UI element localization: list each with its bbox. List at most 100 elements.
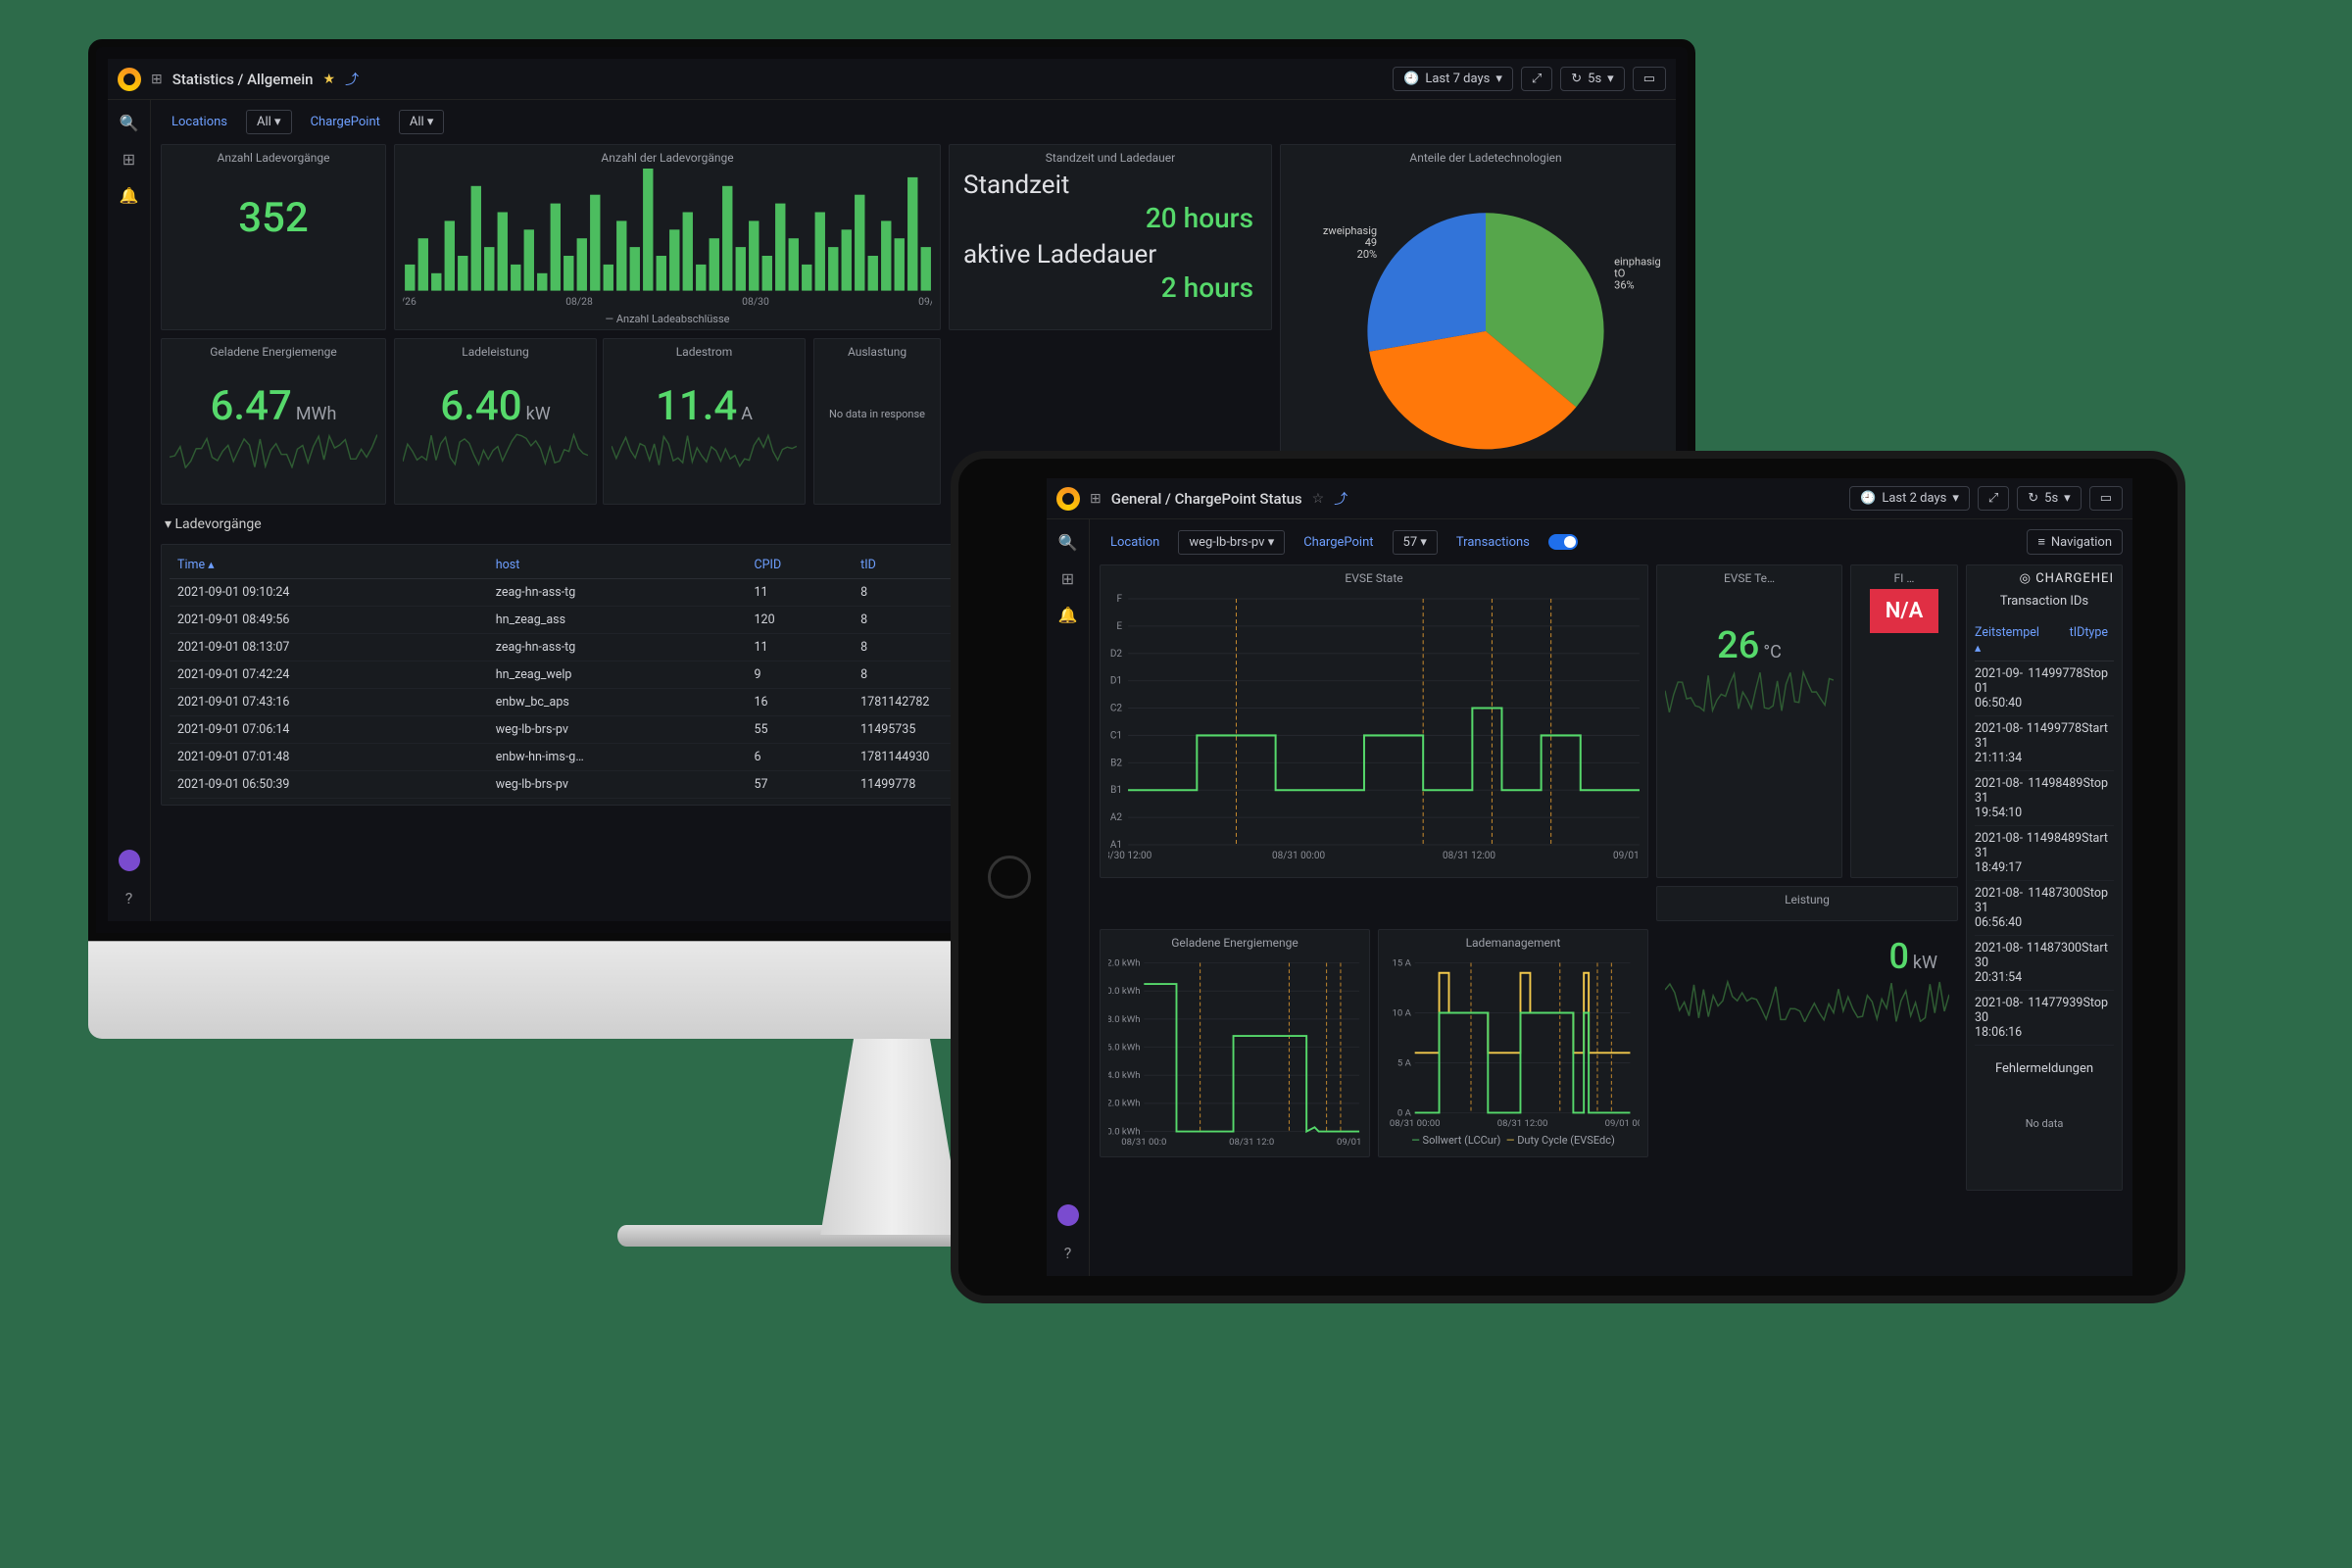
- chart-energy: 0.0 kWh 2.0 kWh 4.0 kWh 6.0 kWh 8.0 kWh 10.0 …: [1108, 954, 1361, 1151]
- fi-badge: N/A: [1870, 589, 1939, 633]
- search-icon[interactable]: 🔍: [120, 114, 139, 132]
- svg-text:09/01 00:0: 09/01 00:0: [1337, 1137, 1361, 1148]
- legend-mgmt: — Sollwert (LCCur) — Duty Cycle (EVSEdc): [1387, 1134, 1640, 1147]
- panel-fi: FI … N/A: [1850, 564, 1958, 878]
- avatar[interactable]: [1057, 1204, 1079, 1226]
- panel-leistung: Leistung 0kW: [1656, 886, 1958, 921]
- alert-icon[interactable]: 🔔: [1058, 606, 1078, 624]
- table-row[interactable]: 2021-08-30 20:31:5411487300Start: [1975, 936, 2114, 991]
- svg-text:09/01 00:00: 09/01 00:00: [1605, 1118, 1640, 1129]
- spark-energy: [170, 430, 377, 468]
- svg-text:08/31 00:00: 08/31 00:00: [1272, 851, 1325, 861]
- panel-standzeit: Standzeit und Ladedauer Standzeit 20 hou…: [949, 144, 1272, 330]
- svg-text:20%: 20%: [1357, 248, 1378, 261]
- svg-text:09/01 00:00: 09/01 00:00: [1613, 851, 1640, 861]
- svg-text:E: E: [1116, 621, 1122, 632]
- svg-text:A1: A1: [1110, 840, 1122, 851]
- svg-text:08/31 12:0: 08/31 12:0: [1229, 1137, 1274, 1148]
- help-icon[interactable]: ?: [1064, 1244, 1072, 1262]
- panel-temp: EVSE Te… 26°C: [1656, 564, 1842, 878]
- dashboards-icon[interactable]: ⊞: [1061, 569, 1074, 588]
- svg-text:einphasig: einphasig: [1614, 256, 1661, 269]
- filter-cp[interactable]: 57 ▾: [1393, 530, 1438, 555]
- svg-text:49: 49: [1365, 236, 1377, 249]
- svg-text:08/30: 08/30: [742, 295, 769, 308]
- table-row[interactable]: 2021-08-31 19:54:1011498489Stop: [1975, 771, 2114, 826]
- svg-text:B2: B2: [1110, 758, 1122, 768]
- svg-text:09/01: 09/01: [918, 295, 932, 308]
- svg-text:8.0 kWh: 8.0 kWh: [1108, 1014, 1140, 1025]
- timerange-picker[interactable]: 🕘 Last 2 days ▾: [1849, 486, 1970, 511]
- svg-text:0 A: 0 A: [1397, 1107, 1412, 1118]
- svg-text:B1: B1: [1110, 785, 1122, 796]
- filter-locations[interactable]: All ▾: [246, 110, 292, 134]
- filter-cp[interactable]: All ▾: [399, 110, 445, 134]
- star-icon[interactable]: ★: [323, 72, 336, 87]
- nav-toggle[interactable]: ≡ Navigation: [2027, 529, 2123, 555]
- table-header[interactable]: Time ▴: [170, 551, 488, 579]
- breadcrumb[interactable]: General / ChargePoint Status: [1111, 490, 1302, 508]
- zoom-out-icon[interactable]: ⤢: [1521, 67, 1552, 91]
- svg-text:8/30 12:00: 8/30 12:00: [1108, 851, 1152, 861]
- svg-text:0.0 kWh: 0.0 kWh: [1108, 1126, 1140, 1137]
- svg-text:08/26: 08/26: [403, 295, 416, 308]
- dashboards-icon[interactable]: ⊞: [122, 150, 135, 169]
- tv-icon[interactable]: ▭: [2089, 486, 2123, 511]
- spark-power: [403, 430, 588, 467]
- filter-location[interactable]: weg-lb-brs-pv ▾: [1178, 530, 1285, 555]
- apps-icon[interactable]: ⊞: [151, 72, 163, 87]
- tablet-home-button[interactable]: [988, 856, 1031, 899]
- grafana-logo: [118, 68, 141, 91]
- panel-power: Ladeleistung 6.40kW: [394, 338, 597, 505]
- spark-power: [1665, 977, 1949, 1022]
- table-header[interactable]: host: [488, 551, 747, 579]
- chart-mgmt: 0 A5 A10 A15 A08/31 00:0008/31 12:0009/0…: [1387, 954, 1640, 1132]
- svg-text:10.0 kWh: 10.0 kWh: [1108, 986, 1140, 997]
- avatar[interactable]: [119, 850, 140, 871]
- help-icon[interactable]: ?: [125, 889, 133, 907]
- timerange-picker[interactable]: 🕘 Last 7 days ▾: [1393, 67, 1513, 91]
- share-icon[interactable]: ⤴: [1334, 489, 1348, 509]
- svg-text:6.0 kWh: 6.0 kWh: [1108, 1042, 1140, 1053]
- filter-location-label: Location: [1100, 530, 1170, 555]
- panel-util: Auslastung No data in response: [813, 338, 941, 505]
- svg-text:15 A: 15 A: [1393, 957, 1412, 968]
- svg-text:C2: C2: [1110, 704, 1123, 714]
- svg-text:zweiphasig: zweiphasig: [1323, 224, 1377, 237]
- star-icon[interactable]: ☆: [1312, 491, 1325, 507]
- chart-evse: FED2D1C2C1B2B1A2A18/30 12:0008/31 00:000…: [1108, 589, 1640, 864]
- panel-right-column: ◎ CHARGEHEI Transaction IDs Zeitstempel …: [1966, 564, 2123, 1191]
- svg-text:08/31 12:00: 08/31 12:00: [1497, 1118, 1548, 1129]
- refresh-picker[interactable]: ↻ 5s ▾: [1560, 67, 1624, 91]
- table-row[interactable]: 2021-09-01 06:50:4011499778Stop: [1975, 662, 2114, 716]
- alert-icon[interactable]: 🔔: [120, 186, 139, 205]
- svg-text:5 A: 5 A: [1397, 1057, 1412, 1068]
- chart-pie: einphasigtO36%dreiphasig17650%zweiphasig…: [1289, 169, 1676, 484]
- chart-count: 08/26 08/28 08/30 09/01: [403, 169, 932, 311]
- search-icon[interactable]: 🔍: [1058, 533, 1078, 552]
- tv-icon[interactable]: ▭: [1633, 67, 1666, 91]
- table-header[interactable]: CPID: [747, 551, 854, 579]
- table-row[interactable]: 2021-08-31 21:11:3411499778Start: [1975, 716, 2114, 771]
- brand-label: ◎ CHARGEHEI: [1975, 571, 2114, 586]
- table-row[interactable]: 2021-08-31 06:56:4011487300Stop: [1975, 881, 2114, 936]
- svg-text:08/31 00:00: 08/31 00:00: [1390, 1118, 1441, 1129]
- share-icon[interactable]: ⤴: [345, 70, 359, 89]
- svg-text:C1: C1: [1110, 730, 1122, 741]
- svg-text:08/31 12:00: 08/31 12:00: [1443, 851, 1495, 861]
- filter-locations-label: Locations: [161, 110, 238, 134]
- svg-text:2.0 kWh: 2.0 kWh: [1108, 1099, 1140, 1109]
- svg-text:08/28: 08/28: [565, 295, 593, 308]
- panel-energy: Geladene Energiemenge 6.47MWh: [161, 338, 386, 505]
- table-row[interactable]: 2021-08-31 18:49:1711498489Start: [1975, 826, 2114, 881]
- breadcrumb[interactable]: Statistics / Allgemein: [172, 71, 314, 88]
- table-row[interactable]: 2021-08-30 18:06:1611477939Stop: [1975, 991, 2114, 1046]
- svg-text:A2: A2: [1110, 812, 1123, 823]
- tx-toggle[interactable]: [1548, 534, 1578, 550]
- legend-count: — Anzahl Ladeabschlüsse: [403, 313, 932, 325]
- apps-icon[interactable]: ⊞: [1090, 491, 1102, 507]
- zoom-out-icon[interactable]: ⤢: [1978, 486, 2009, 511]
- panel-current: Ladestrom 11.4A: [603, 338, 806, 505]
- refresh-picker[interactable]: ↻ 5s ▾: [2017, 486, 2081, 511]
- svg-text:4.0 kWh: 4.0 kWh: [1108, 1070, 1140, 1081]
